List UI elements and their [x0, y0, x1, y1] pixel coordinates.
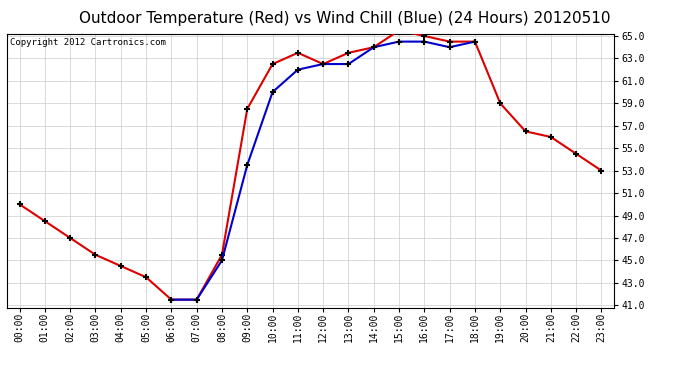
Text: Copyright 2012 Cartronics.com: Copyright 2012 Cartronics.com: [10, 38, 166, 47]
Text: Outdoor Temperature (Red) vs Wind Chill (Blue) (24 Hours) 20120510: Outdoor Temperature (Red) vs Wind Chill …: [79, 11, 611, 26]
